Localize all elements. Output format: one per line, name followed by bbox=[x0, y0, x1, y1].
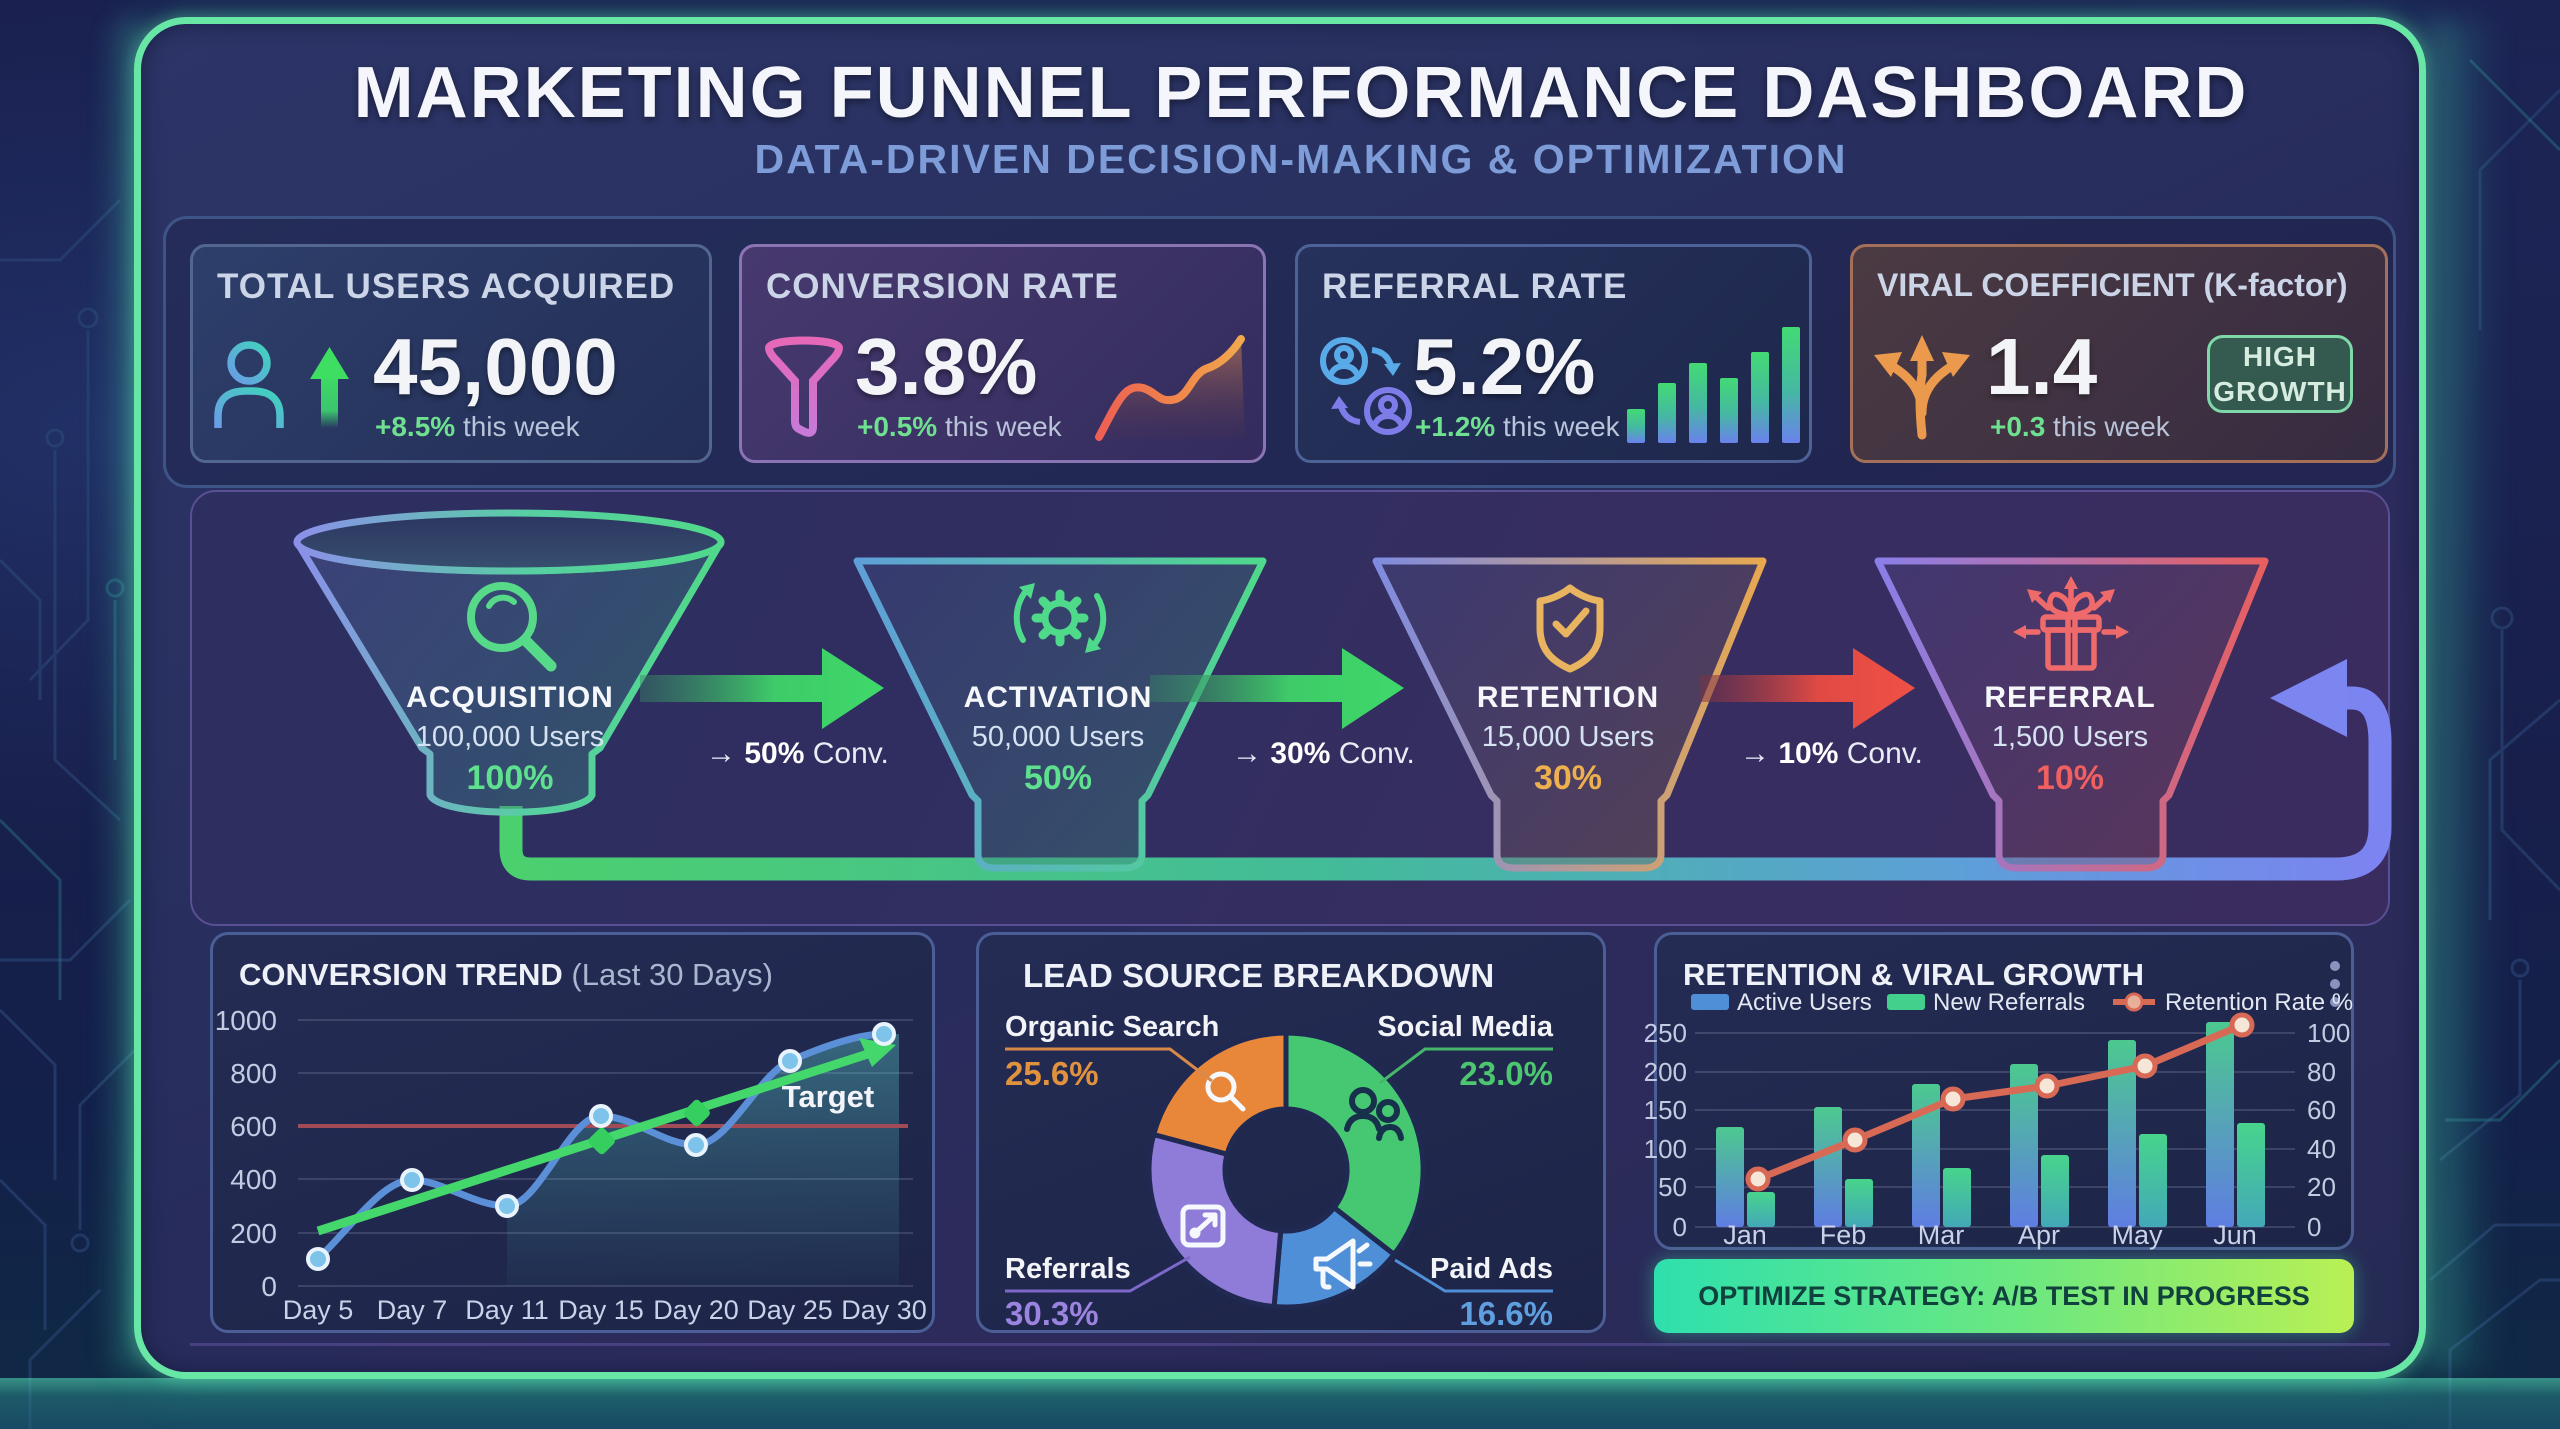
svg-text:Social Media: Social Media bbox=[1377, 1011, 1554, 1043]
svg-text:Feb: Feb bbox=[1820, 1220, 1867, 1250]
svg-text:60: 60 bbox=[2307, 1095, 2336, 1125]
svg-text:Day 15: Day 15 bbox=[558, 1295, 644, 1325]
svg-text:800: 800 bbox=[230, 1058, 277, 1089]
svg-text:Day 20: Day 20 bbox=[653, 1295, 739, 1325]
svg-text:200: 200 bbox=[230, 1218, 277, 1249]
svg-text:16.6%: 16.6% bbox=[1459, 1295, 1553, 1332]
svg-text:25.6%: 25.6% bbox=[1005, 1055, 1099, 1092]
svg-text:Target: Target bbox=[782, 1079, 874, 1114]
svg-text:50: 50 bbox=[1658, 1172, 1687, 1202]
svg-text:0: 0 bbox=[1673, 1212, 1687, 1242]
svg-text:100: 100 bbox=[1644, 1134, 1687, 1164]
svg-text:Retention Rate %: Retention Rate % bbox=[2165, 989, 2353, 1016]
svg-text:Paid Ads: Paid Ads bbox=[1430, 1253, 1553, 1285]
svg-text:Day 25: Day 25 bbox=[747, 1295, 833, 1325]
svg-text:0: 0 bbox=[2307, 1212, 2321, 1242]
svg-text:Day 30: Day 30 bbox=[841, 1295, 927, 1325]
svg-text:Jun: Jun bbox=[2213, 1220, 2257, 1250]
svg-text:23.0%: 23.0% bbox=[1459, 1055, 1553, 1092]
svg-text:Day 5: Day 5 bbox=[283, 1295, 354, 1325]
svg-text:Active Users: Active Users bbox=[1737, 989, 1872, 1016]
svg-text:20: 20 bbox=[2307, 1172, 2336, 1202]
svg-text:Organic Search: Organic Search bbox=[1005, 1011, 1219, 1043]
svg-text:400: 400 bbox=[230, 1164, 277, 1195]
svg-text:New Referrals: New Referrals bbox=[1933, 989, 2085, 1016]
svg-text:May: May bbox=[2111, 1220, 2163, 1250]
svg-text:200: 200 bbox=[1644, 1057, 1687, 1087]
svg-text:80: 80 bbox=[2307, 1057, 2336, 1087]
svg-text:100: 100 bbox=[2307, 1018, 2350, 1048]
svg-text:Day 11: Day 11 bbox=[465, 1295, 549, 1325]
svg-text:Mar: Mar bbox=[1918, 1220, 1965, 1250]
svg-text:Apr: Apr bbox=[2018, 1220, 2060, 1250]
svg-text:Referrals: Referrals bbox=[1005, 1253, 1131, 1285]
svg-text:0: 0 bbox=[261, 1271, 277, 1302]
svg-text:1000: 1000 bbox=[215, 1005, 277, 1036]
svg-text:Day 7: Day 7 bbox=[377, 1295, 448, 1325]
svg-text:150: 150 bbox=[1644, 1095, 1687, 1125]
svg-text:Jan: Jan bbox=[1723, 1220, 1767, 1250]
svg-text:30.3%: 30.3% bbox=[1005, 1295, 1099, 1332]
svg-text:600: 600 bbox=[230, 1111, 277, 1142]
svg-text:250: 250 bbox=[1644, 1018, 1687, 1048]
svg-text:40: 40 bbox=[2307, 1134, 2336, 1164]
